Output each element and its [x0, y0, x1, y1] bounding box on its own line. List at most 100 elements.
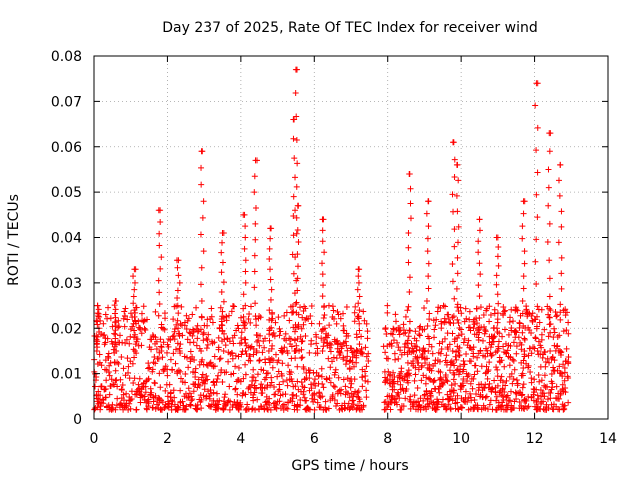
- data-point: [456, 351, 463, 358]
- data-point: [177, 320, 184, 327]
- data-point: [405, 333, 412, 340]
- data-point: [455, 347, 462, 354]
- data-point: [123, 390, 130, 397]
- data-point: [198, 181, 205, 188]
- data-point: [454, 161, 461, 168]
- data-point: [185, 385, 192, 392]
- data-point: [524, 404, 531, 411]
- data-point: [530, 344, 537, 351]
- data-point: [275, 314, 282, 321]
- data-point: [131, 375, 138, 382]
- data-point: [120, 315, 127, 322]
- data-point: [276, 386, 283, 393]
- data-point: [460, 376, 467, 383]
- data-point: [227, 398, 234, 405]
- data-point: [548, 371, 555, 378]
- data-point: [475, 336, 482, 343]
- data-point: [269, 342, 276, 349]
- data-point: [351, 309, 358, 316]
- data-point: [427, 376, 434, 383]
- data-point: [294, 160, 301, 167]
- data-point: [536, 319, 543, 326]
- data-point: [231, 303, 238, 310]
- data-point: [423, 387, 430, 394]
- data-point: [538, 331, 545, 338]
- data-point: [467, 380, 474, 387]
- data-point: [506, 362, 513, 369]
- data-point: [521, 347, 528, 354]
- data-point: [425, 285, 432, 292]
- data-point: [556, 192, 563, 199]
- data-point: [540, 398, 547, 405]
- data-point: [412, 328, 419, 335]
- data-point: [184, 336, 191, 343]
- data-point: [242, 347, 249, 354]
- data-point: [177, 375, 184, 382]
- data-point: [183, 403, 190, 410]
- data-point: [218, 249, 225, 256]
- data-point: [157, 384, 164, 391]
- data-point: [230, 370, 237, 377]
- data-point: [529, 310, 536, 317]
- data-point: [425, 260, 432, 267]
- data-point: [405, 259, 412, 266]
- data-point: [486, 318, 493, 325]
- data-point: [363, 387, 370, 394]
- data-point: [396, 395, 403, 402]
- data-point: [406, 327, 413, 334]
- data-point: [471, 371, 478, 378]
- data-point: [131, 286, 138, 293]
- data-point: [160, 339, 167, 346]
- data-point: [246, 310, 253, 317]
- data-point: [555, 239, 562, 246]
- data-point: [396, 373, 403, 380]
- data-point: [197, 281, 204, 288]
- data-point: [272, 319, 279, 326]
- data-point: [252, 377, 259, 384]
- data-point: [563, 345, 570, 352]
- data-point: [447, 405, 454, 412]
- data-point: [332, 369, 339, 376]
- data-point: [537, 386, 544, 393]
- data-point: [537, 350, 544, 357]
- data-point: [325, 302, 332, 309]
- data-point: [171, 394, 178, 401]
- data-point: [300, 388, 307, 395]
- data-point: [148, 336, 155, 343]
- x-tick-label: 4: [236, 431, 245, 447]
- data-point: [114, 359, 121, 366]
- data-point: [270, 330, 277, 337]
- data-point: [475, 238, 482, 245]
- data-point: [427, 392, 434, 399]
- data-point: [186, 390, 193, 397]
- data-point: [325, 405, 332, 412]
- data-point: [556, 395, 563, 402]
- data-point: [384, 376, 391, 383]
- data-point: [453, 192, 460, 199]
- data-point: [508, 306, 515, 313]
- data-point: [122, 340, 129, 347]
- data-point: [279, 360, 286, 367]
- data-point: [534, 124, 541, 131]
- data-point: [521, 336, 528, 343]
- data-point: [219, 338, 226, 345]
- data-point: [476, 260, 483, 267]
- data-point: [185, 394, 192, 401]
- data-point: [546, 148, 553, 155]
- data-point: [229, 355, 236, 362]
- data-point: [220, 298, 227, 305]
- axis-ticks: [93, 55, 609, 420]
- data-point: [215, 344, 222, 351]
- data-point: [319, 271, 326, 278]
- data-point: [509, 356, 516, 363]
- data-point: [438, 346, 445, 353]
- data-point: [147, 385, 154, 392]
- data-point: [455, 371, 462, 378]
- data-point: [343, 304, 350, 311]
- data-point: [533, 281, 540, 288]
- data-point: [106, 362, 113, 369]
- data-point: [451, 243, 458, 250]
- data-point: [417, 404, 424, 411]
- data-point: [148, 346, 155, 353]
- data-point: [340, 376, 347, 383]
